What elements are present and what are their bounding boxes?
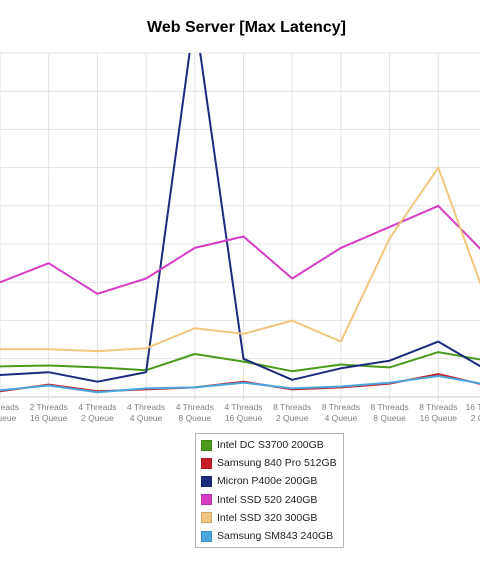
chart-title: Web Server [Max Latency] [147,19,346,36]
legend-swatch [201,494,212,506]
legend-item: Samsung SM843 240GB [196,527,343,545]
x-tick-label: 4 Threads 8 Queue [176,402,214,423]
legend-label: Intel SSD 320 300GB [217,511,318,524]
legend-item: Micron P400e 200GB [196,472,343,490]
legend-swatch [201,475,212,487]
series-line-3 [0,204,480,295]
series-line-4 [0,166,480,353]
legend-label: Intel DC S3700 200GB [217,439,324,452]
legend-label: Intel SSD 520 240GB [217,493,318,506]
legend: Intel DC S3700 200GB Samsung 840 Pro 512G… [195,433,344,549]
x-tick-label: 8 Threads 2 Queue [273,402,311,423]
legend-item: Intel SSD 520 240GB [196,491,343,509]
legend-swatch [201,457,212,469]
x-tick-label: 4 Threads 4 Queue [127,402,165,423]
legend-label: Samsung SM843 240GB [217,530,334,543]
series-line-5 [0,375,480,394]
legend-swatch [201,530,212,542]
x-tick-label: 4 Threads 2 Queue [78,402,116,423]
x-tick-label: 8 Threads 4 Queue [322,402,360,423]
legend-item: Samsung 840 Pro 512GB [196,454,343,472]
legend-label: Micron P400e 200GB [217,475,318,488]
series-line-2 [0,53,480,383]
series-line-0 [0,351,480,373]
x-tick-label: 8 Threads 16 Queue [419,402,457,423]
x-tick-label: 2 Threads 16 Queue [30,402,68,423]
x-tick-label: 4 Threads 16 Queue [224,402,262,423]
legend-label: Samsung 840 Pro 512GB [217,457,337,470]
legend-item: Intel SSD 320 300GB [196,509,343,527]
x-tick-label: 8 Threads 8 Queue [371,402,409,423]
legend-swatch [201,439,212,451]
legend-swatch [201,512,212,524]
legend-item: Intel DC S3700 200GB [196,436,343,454]
